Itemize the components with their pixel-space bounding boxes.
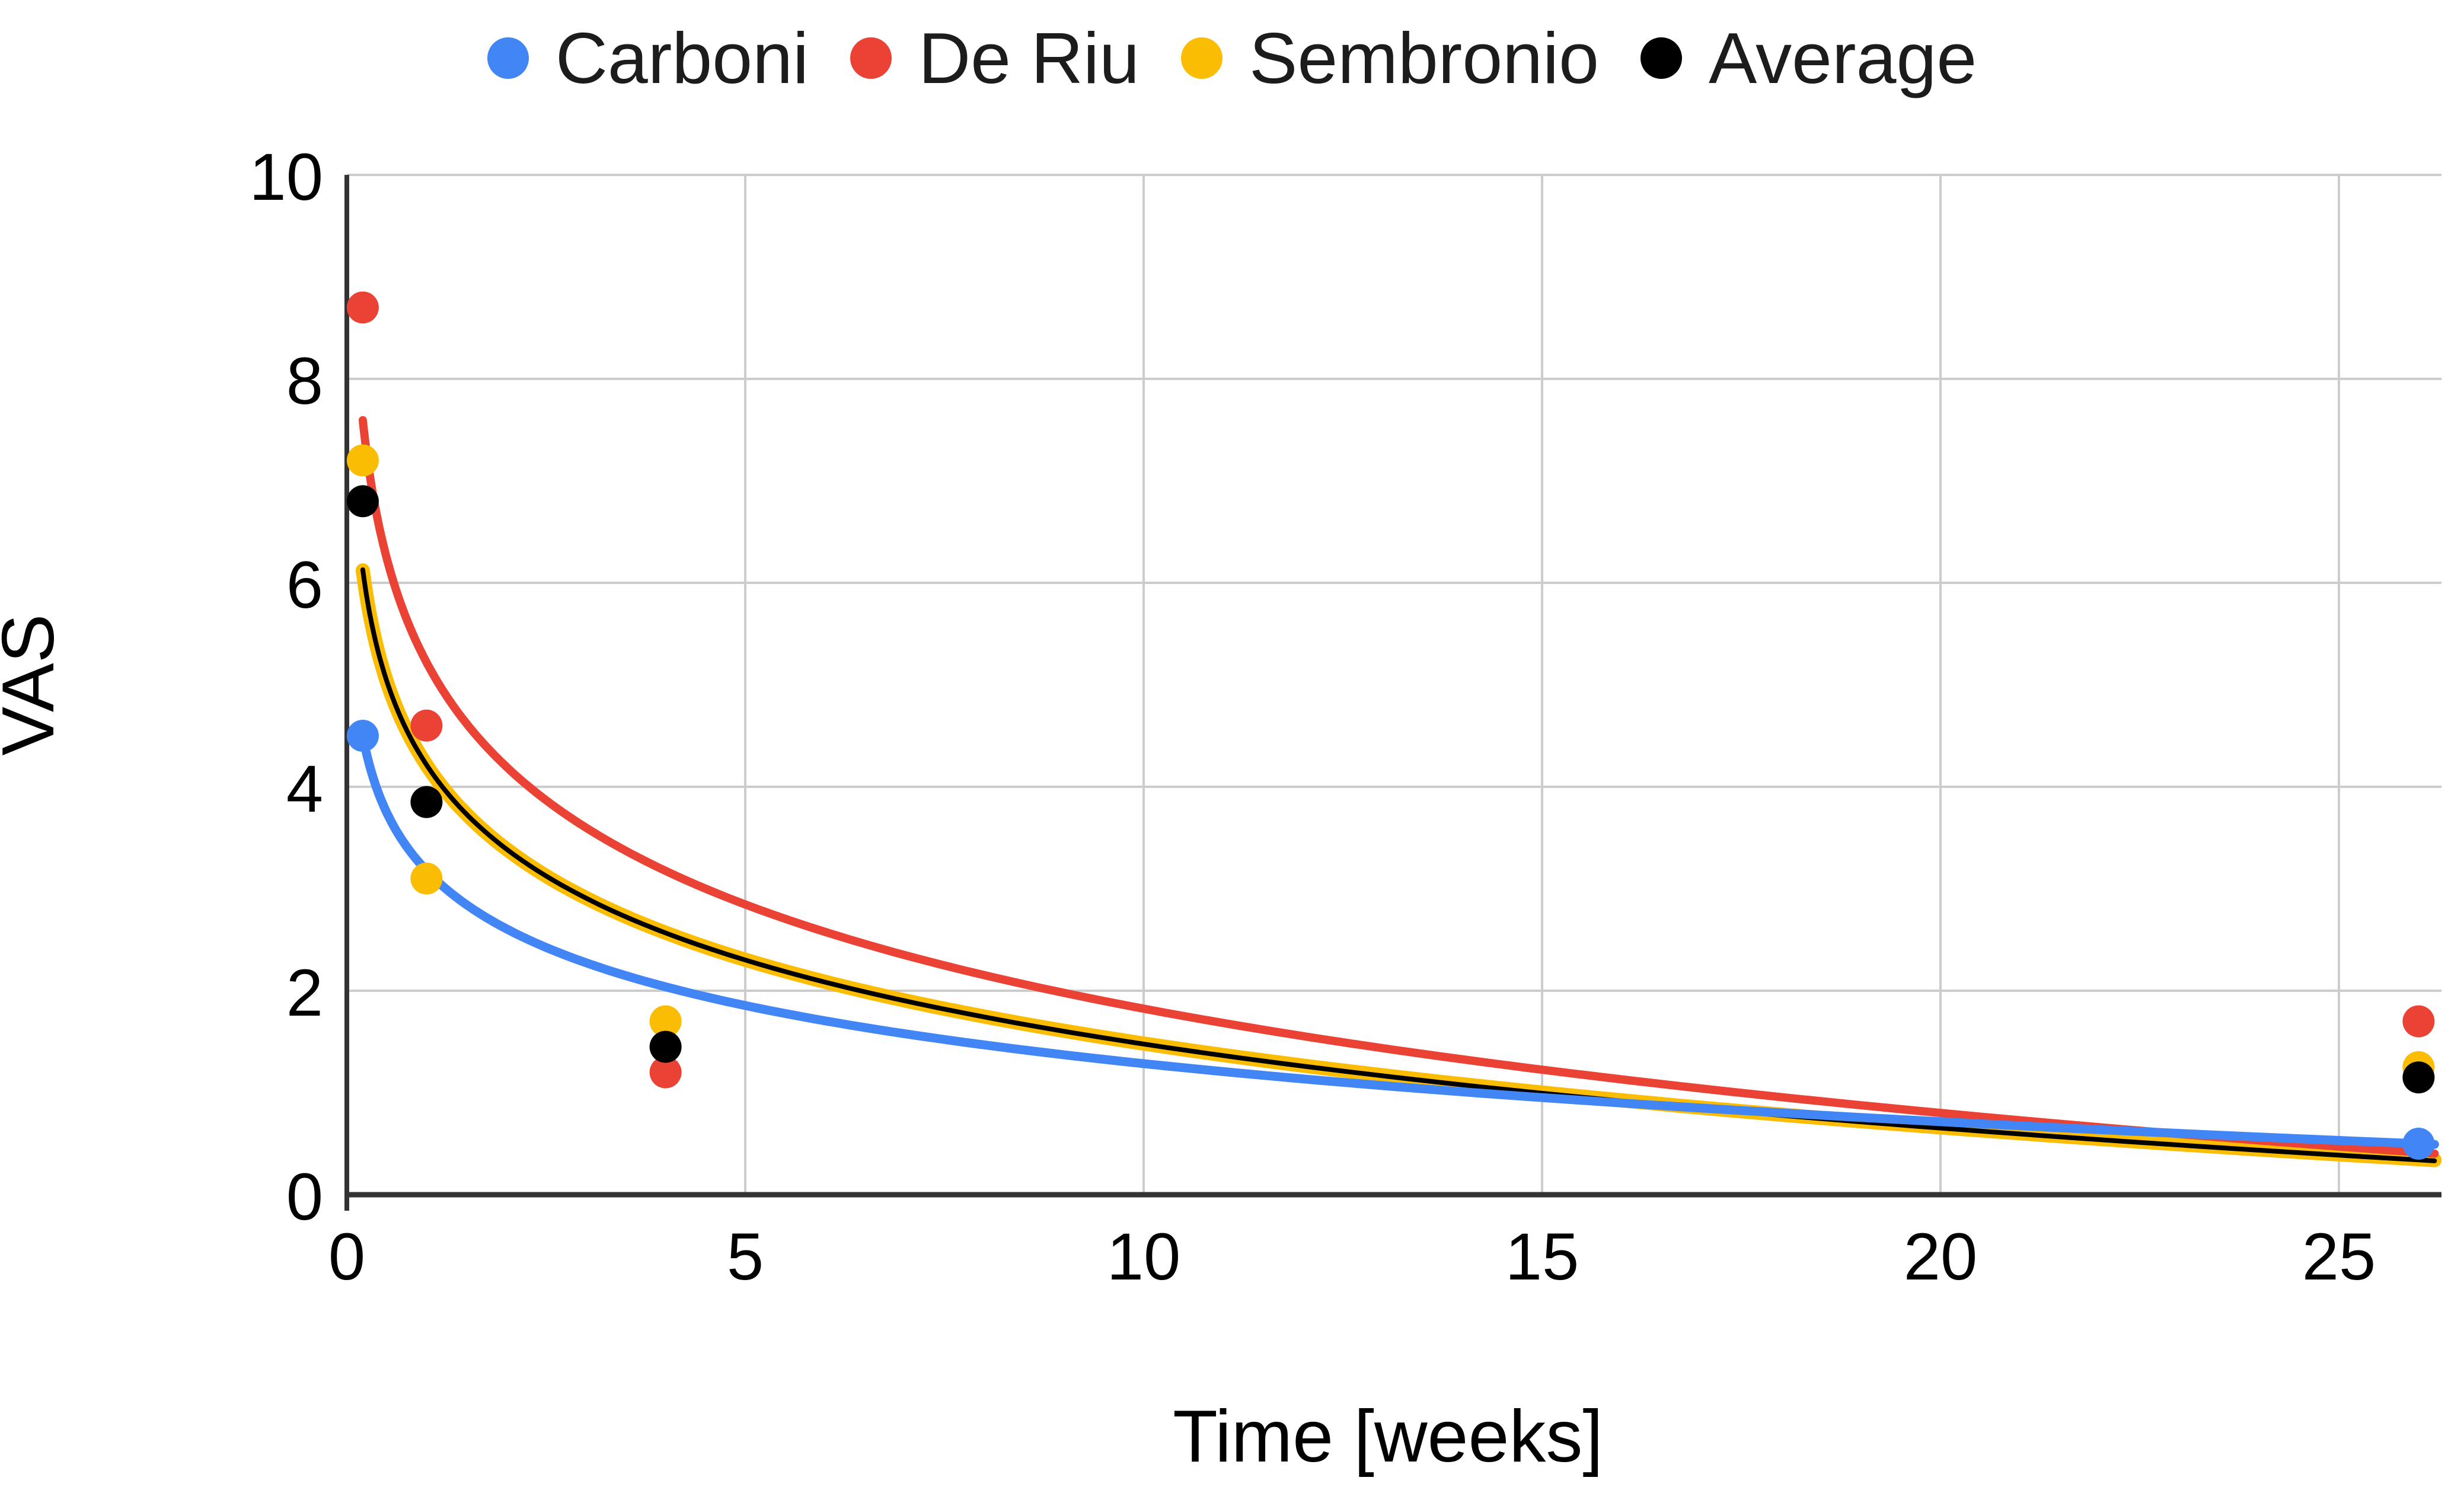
trendline-de-riu [358,416,2439,1158]
gridlines [347,174,2441,1195]
legend-dot-carboni-icon [487,37,529,79]
y-tick-8: 8 [286,344,323,418]
point-carboni-x0.2 [346,720,379,752]
point-sembronio-x1 [410,862,443,895]
legend-item-carboni: Carboni [487,17,809,100]
x-tick-20: 20 [1904,1220,1978,1294]
x-tick-0: 0 [328,1220,365,1294]
legend-dot-de-riu-icon [850,37,892,79]
point-carboni-x26 [2402,1128,2435,1160]
legend: Carboni De Riu Sembronio Average [0,11,2464,106]
point-average-x1 [410,786,443,818]
trendline-carboni [358,731,2439,1149]
data-points [346,291,2435,1160]
point-sembronio-x0.2 [346,444,379,477]
point-de-riu-x26 [2402,1005,2435,1038]
point-sembronio-x4 [649,1005,682,1038]
y-tick-0: 0 [286,1160,323,1234]
y-tick-4: 4 [286,752,323,826]
y-tick-2: 2 [286,956,323,1030]
trendline-average [360,567,2437,1163]
legend-dot-sembronio-icon [1180,37,1223,79]
y-tick-6: 6 [286,548,323,622]
legend-label-de-riu: De Riu [918,18,1140,98]
point-de-riu-x1 [410,709,443,742]
point-de-riu-x4 [649,1056,682,1089]
x-tick-10: 10 [1107,1220,1181,1294]
x-axis-tick-labels: 0 5 10 15 20 25 [328,1220,2376,1294]
legend-label-sembronio: Sembronio [1249,18,1599,98]
x-axis-title: Time [weeks] [1173,1396,1603,1478]
y-tick-10: 10 [249,140,323,214]
axes [344,175,2441,1211]
y-axis-title: VAS [0,614,69,756]
x-tick-5: 5 [727,1220,764,1294]
y-axis-tick-labels: 0 2 4 6 8 10 [249,140,323,1234]
point-average-x0.2 [346,485,379,518]
legend-dot-average-icon [1640,37,1682,79]
point-average-x4 [649,1030,682,1063]
legend-label-average: Average [1708,18,1977,98]
legend-item-average: Average [1640,17,1977,100]
point-de-riu-x0.2 [346,291,379,324]
point-average-x26 [2402,1061,2435,1094]
trendlines [355,416,2442,1167]
x-tick-15: 15 [1505,1220,1579,1294]
legend-item-de-riu: De Riu [850,17,1140,100]
legend-item-sembronio: Sembronio [1180,17,1599,100]
x-tick-25: 25 [2302,1220,2376,1294]
legend-label-carboni: Carboni [555,18,809,98]
